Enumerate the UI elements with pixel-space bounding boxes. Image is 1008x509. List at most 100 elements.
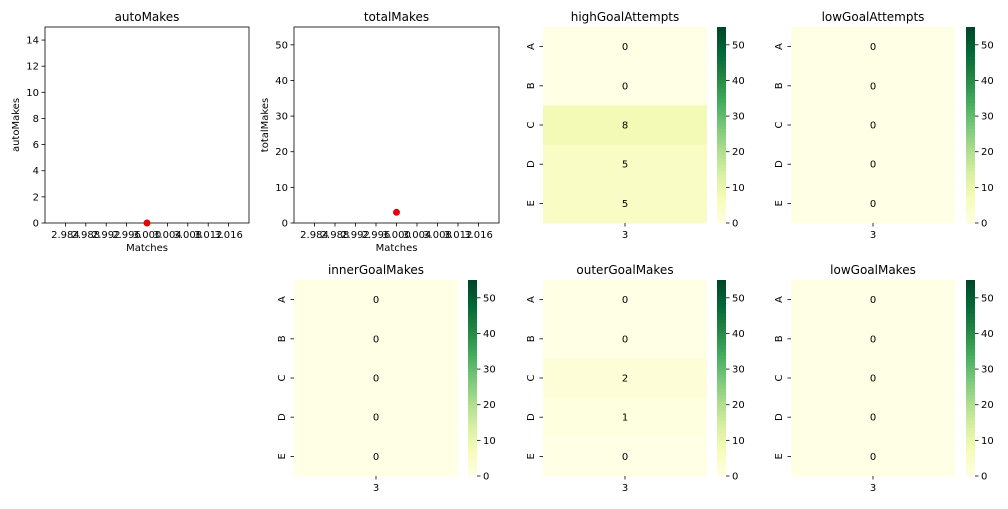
colorbar-segment: [966, 164, 975, 169]
x-tick-label: 3.012: [194, 230, 223, 241]
colorbar-segment: [966, 180, 975, 185]
colorbar-segment: [717, 174, 726, 178]
x-tick-label: 3.008: [173, 230, 202, 241]
colorbar-segment: [966, 312, 975, 317]
colorbar-segment: [966, 102, 975, 106]
colorbar-segment: [966, 338, 975, 343]
colorbar-segment: [966, 154, 975, 159]
colorbar-segment: [717, 338, 726, 343]
chart-title: lowGoalAttempts: [822, 10, 925, 24]
colorbar-segment: [468, 325, 477, 330]
colorbar-segment: [717, 413, 726, 418]
colorbar-segment: [966, 280, 975, 284]
colorbar-segment: [717, 449, 726, 454]
colorbar-segment: [717, 36, 726, 41]
colorbar-segment: [468, 391, 477, 395]
colorbar-segment: [468, 296, 477, 301]
colorbar-segment: [966, 190, 975, 195]
colorbar-segment: [966, 433, 975, 438]
colorbar-segment: [717, 193, 726, 198]
colorbar-segment: [966, 322, 975, 327]
colorbar-segment: [966, 449, 975, 454]
x-tick-label: 3.000: [133, 230, 162, 241]
colorbar-segment: [468, 413, 477, 418]
colorbar-segment: [717, 79, 726, 84]
chart-title: outerGoalMakes: [576, 263, 673, 277]
colorbar-segment: [468, 410, 477, 415]
row-label: E: [774, 200, 785, 206]
colorbar-segment: [966, 413, 975, 418]
colorbar-tick-label: 0: [483, 472, 489, 483]
colorbar-segment: [966, 115, 975, 120]
colorbar-segment: [468, 309, 477, 314]
colorbar-segment: [468, 384, 477, 389]
colorbar-segment: [468, 407, 477, 412]
colorbar-segment: [717, 417, 726, 422]
colorbar-segment: [966, 453, 975, 457]
colorbar-segment: [468, 319, 477, 324]
colorbar-segment: [966, 420, 975, 425]
y-tick-label: 40: [275, 76, 288, 87]
colorbar-segment: [966, 466, 975, 471]
cell-value-label: 0: [870, 413, 876, 424]
cell-value-label: 0: [373, 413, 379, 424]
colorbar-segment: [717, 309, 726, 314]
colorbar-segment: [717, 43, 726, 48]
colorbar-segment: [717, 164, 726, 169]
colorbar-segment: [468, 381, 477, 386]
colorbar-segment: [717, 128, 726, 133]
colorbar-segment: [966, 469, 975, 474]
colorbar-segment: [468, 443, 477, 448]
x-tick-label: 3.016: [214, 230, 243, 241]
heatmap-cell: [543, 436, 707, 477]
y-tick-label: 20: [275, 147, 288, 158]
colorbar-segment: [717, 423, 726, 428]
colorbar-tick-label: 10: [483, 436, 496, 447]
colorbar-segment: [717, 49, 726, 54]
colorbar-segment: [717, 200, 726, 204]
colorbar-segment: [966, 355, 975, 359]
colorbar-tick-label: 20: [732, 147, 745, 158]
plot-area: [44, 26, 250, 224]
x-axis-label: Matches: [126, 243, 168, 254]
y-tick-label: 2: [33, 192, 39, 203]
colorbar-segment: [966, 364, 975, 369]
colorbar-segment: [468, 446, 477, 451]
colorbar-segment: [468, 404, 477, 408]
colorbar-segment: [717, 209, 726, 214]
colorbar-segment: [717, 206, 726, 211]
colorbar-segment: [468, 312, 477, 317]
colorbar-segment: [966, 400, 975, 405]
colorbar-segment: [966, 43, 975, 48]
colorbar-segment: [966, 98, 975, 103]
colorbar-segment: [717, 280, 726, 284]
colorbar-segment: [966, 371, 975, 376]
colorbar-segment: [966, 92, 975, 97]
colorbar-segment: [966, 33, 975, 38]
x-tick-label: 2.996: [362, 230, 391, 241]
colorbar-segment: [966, 459, 975, 464]
heatmap-cell: [543, 105, 707, 146]
colorbar-segment: [468, 459, 477, 464]
cell-value-label: 0: [870, 295, 876, 306]
colorbar-segment: [468, 283, 477, 288]
colorbar-segment: [717, 407, 726, 412]
heatmap-cell: [791, 144, 955, 185]
colorbar-segment: [966, 374, 975, 379]
colorbar-segment: [717, 102, 726, 106]
colorbar-segment: [966, 368, 975, 373]
cell-value-label: 0: [622, 452, 628, 463]
colorbar-segment: [717, 131, 726, 136]
heatmap-cell: [791, 66, 955, 106]
colorbar-segment: [966, 105, 975, 110]
colorbar-segment: [717, 374, 726, 379]
colorbar-segment: [468, 400, 477, 405]
colorbar-segment: [468, 433, 477, 438]
colorbar-segment: [717, 371, 726, 376]
row-label: D: [526, 413, 537, 421]
colorbar-segment: [966, 89, 975, 93]
colorbar-segment: [717, 345, 726, 350]
colorbar-tick-label: 50: [981, 293, 994, 304]
colorbar-tick-label: 10: [732, 436, 745, 447]
